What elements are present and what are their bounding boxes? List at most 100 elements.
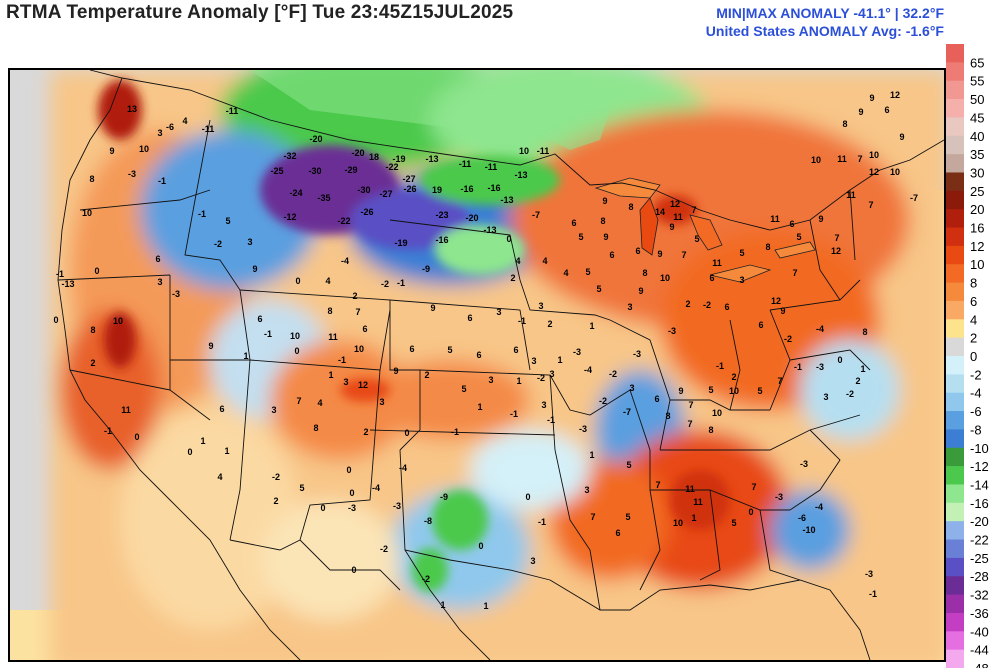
anomaly-value-label: -11: [202, 124, 215, 134]
anomaly-value-label: 4: [515, 256, 520, 266]
anomaly-value-label: 7: [857, 154, 862, 164]
anomaly-value-label: 8: [765, 242, 770, 252]
anomaly-value-label: 9: [899, 132, 904, 142]
anomaly-value-label: -19: [394, 238, 407, 248]
anomaly-value-label: 7: [688, 400, 693, 410]
legend-swatch: [946, 429, 964, 449]
anomaly-value-label: 7: [296, 396, 301, 406]
anomaly-value-label: 8: [862, 327, 867, 337]
anomaly-value-label: 12: [358, 380, 368, 390]
anomaly-value-label: 3: [343, 377, 348, 387]
anomaly-value-label: 1: [440, 600, 445, 610]
anomaly-value-label: 2: [273, 496, 278, 506]
anomaly-value-label: -12: [283, 212, 296, 222]
anomaly-value-label: -16: [460, 184, 473, 194]
anomaly-value-label: 9: [252, 264, 257, 274]
anomaly-value-label: 3: [530, 556, 535, 566]
anomaly-value-label: 1: [589, 450, 594, 460]
anomaly-value-label: -1: [869, 589, 877, 599]
anomaly-value-label: 3: [538, 301, 543, 311]
anomaly-value-label: 2: [510, 273, 515, 283]
anomaly-value-label: 8: [842, 119, 847, 129]
anomaly-value-label: -24: [289, 188, 302, 198]
anomaly-value-label: 1: [589, 321, 594, 331]
anomaly-value-label: 1: [516, 376, 521, 386]
anomaly-value-label: 3: [157, 128, 162, 138]
anomaly-value-label: 9: [669, 222, 674, 232]
legend-swatch: [946, 356, 964, 375]
anomaly-value-label: -9: [422, 264, 430, 274]
map-title: RTMA Temperature Anomaly [°F] Tue 23:45Z…: [6, 2, 514, 23]
anomaly-value-label: 6: [724, 302, 729, 312]
anomaly-value-label: 2: [424, 370, 429, 380]
legend-swatch: [946, 649, 964, 668]
legend-label: 16: [970, 221, 984, 236]
anomaly-value-label: 10: [712, 408, 722, 418]
anomaly-value-label: 9: [208, 341, 213, 351]
anomaly-value-label: 5: [708, 385, 713, 395]
anomaly-value-label: 0: [294, 346, 299, 356]
legend-swatch: [946, 594, 964, 614]
anomaly-value-label: 2: [352, 291, 357, 301]
anomaly-value-label: 10: [660, 273, 670, 283]
legend-swatch: [946, 319, 964, 339]
anomaly-value-label: 6: [789, 219, 794, 229]
legend-swatch: [946, 521, 964, 541]
anomaly-value-label: 10: [890, 167, 900, 177]
legend-label: -16: [970, 496, 989, 511]
anomaly-value-label: -1: [547, 415, 555, 425]
anomaly-value-label: 8: [327, 306, 332, 316]
anomaly-value-label: -9: [440, 492, 448, 502]
anomaly-value-label: -1: [538, 517, 546, 527]
anomaly-value-label: 2: [731, 372, 736, 382]
anomaly-value-label: 5: [626, 460, 631, 470]
anomaly-value-label: 3: [739, 275, 744, 285]
anomaly-value-label: -3: [579, 424, 587, 434]
anomaly-value-label: 8: [89, 174, 94, 184]
anomaly-value-label: 4: [542, 256, 547, 266]
state-boundaries: [57, 70, 944, 660]
anomaly-value-label: -4: [815, 502, 823, 512]
anomaly-value-label: 0: [53, 315, 58, 325]
anomaly-value-label: 11: [712, 258, 722, 268]
anomaly-value-label: 7: [792, 268, 797, 278]
anomaly-value-label: -2: [784, 334, 792, 344]
anomaly-value-label: 6: [155, 254, 160, 264]
anomaly-value-label: 0: [748, 507, 753, 517]
anomaly-value-label: -4: [399, 463, 407, 473]
anomaly-value-label: 6: [635, 246, 640, 256]
anomaly-value-label: 14: [655, 207, 665, 217]
anomaly-value-label: -16: [487, 183, 500, 193]
legend-label: 0: [970, 349, 977, 364]
anomaly-value-label: -3: [128, 169, 136, 179]
anomaly-value-label: 12: [670, 199, 680, 209]
anomaly-value-label: 2: [855, 376, 860, 386]
anomaly-value-label: -1: [510, 409, 518, 419]
legend-label: 12: [970, 239, 984, 254]
legend-label: -2: [970, 367, 982, 382]
anomaly-value-label: 11: [846, 190, 856, 200]
anomaly-value-label: 3: [157, 277, 162, 287]
anomaly-value-label: 0: [478, 541, 483, 551]
anomaly-value-label: 0: [349, 488, 354, 498]
anomaly-value-label: -22: [337, 216, 350, 226]
anomaly-value-label: 3: [271, 405, 276, 415]
anomaly-value-label: -2: [703, 300, 711, 310]
anomaly-value-label: -7: [910, 193, 918, 203]
anomaly-value-label: -1: [338, 355, 346, 365]
anomaly-value-label: 3: [496, 307, 501, 317]
anomaly-value-label: 1: [483, 601, 488, 611]
anomaly-value-label: 8: [90, 325, 95, 335]
legend-label: 6: [970, 294, 977, 309]
anomaly-value-label: 1: [224, 446, 229, 456]
anomaly-value-label: -3: [865, 569, 873, 579]
legend-swatch: [946, 374, 964, 394]
anomaly-value-label: 5: [461, 384, 466, 394]
legend-swatch: [946, 99, 964, 118]
anomaly-value-label: 8: [708, 425, 713, 435]
anomaly-value-label: -29: [344, 165, 357, 175]
anomaly-value-label: -1: [158, 176, 166, 186]
anomaly-value-label: 0: [346, 465, 351, 475]
anomaly-value-label: 3: [823, 392, 828, 402]
min-max-anomaly: MIN|MAX ANOMALY -41.1° | 32.2°F: [716, 5, 944, 21]
